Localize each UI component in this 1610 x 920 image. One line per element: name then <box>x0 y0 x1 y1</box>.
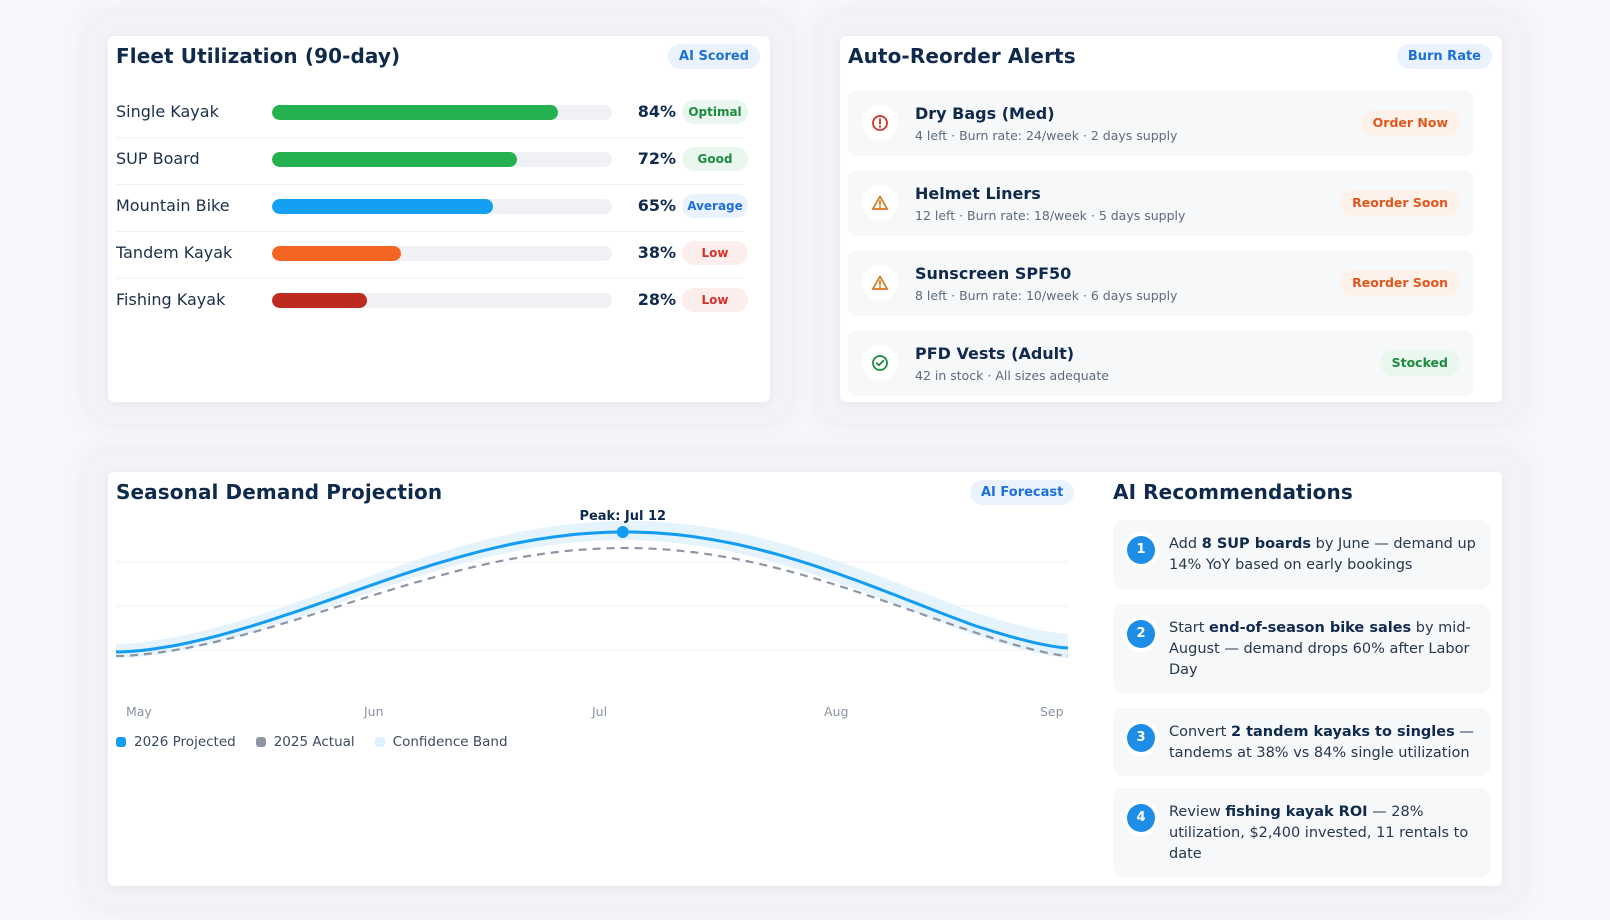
alert-item-name: Helmet Liners <box>915 184 1041 203</box>
alert-circle-icon <box>862 105 898 141</box>
utilization-fill <box>272 152 517 167</box>
utilization-percent: 72% <box>637 149 676 168</box>
x-axis-tick-label: Jun <box>364 704 384 719</box>
recommendation-text-highlight: end-of-season bike sales <box>1209 620 1412 636</box>
utilization-status-badge: Low <box>682 241 748 265</box>
alert-item-name: PFD Vests (Adult) <box>915 344 1075 363</box>
legend-projected-label: 2026 Projected <box>134 734 236 750</box>
recommendation-text: Start end-of-season bike sales by mid-Au… <box>1169 618 1479 681</box>
utilization-percent: 38% <box>637 243 676 262</box>
recommendation-number: 4 <box>1127 804 1155 832</box>
utilization-status-badge: Average <box>682 194 748 218</box>
alert-action-badge[interactable]: Order Now <box>1360 110 1460 136</box>
utilization-percent: 28% <box>637 290 676 309</box>
alert-item[interactable]: Sunscreen SPF50 8 left · Burn rate: 10/we… <box>848 250 1474 316</box>
recommendation-text-post: — 28% utilization, $2,400 invested, 11 r… <box>1169 804 1469 862</box>
recommendation-text-post: by mid-August — demand drops 60% after L… <box>1169 620 1471 678</box>
recommendation-text: Convert 2 tandem kayaks to singles — tan… <box>1169 722 1479 764</box>
alert-action-badge[interactable]: Reorder Soon <box>1340 270 1460 296</box>
equipment-name: Single Kayak <box>116 102 219 121</box>
recommendation-text-post: by June — demand up 14% YoY based on ear… <box>1169 536 1476 573</box>
recommendation-number: 3 <box>1127 724 1155 752</box>
recommendation-text-pre: Review <box>1169 804 1226 820</box>
recommendation-item[interactable]: 4 Review fishing kayak ROI — 28% utilizat… <box>1113 788 1491 878</box>
auto-reorder-card: Auto-Reorder Alerts Burn Rate Dry Bags (… <box>840 36 1502 402</box>
recommendation-text-post: — tandems at 38% vs 84% single utilizati… <box>1169 724 1474 761</box>
x-axis-tick-label: Jul <box>592 704 608 719</box>
alert-action-badge[interactable]: Reorder Soon <box>1340 190 1460 216</box>
alert-item[interactable]: Helmet Liners 12 left · Burn rate: 18/wee… <box>848 170 1474 236</box>
alert-item-name: Dry Bags (Med) <box>915 104 1055 123</box>
alert-item[interactable]: PFD Vests (Adult) 42 in stock · All sizes… <box>848 330 1474 396</box>
alert-action-badge[interactable]: Stocked <box>1379 350 1460 376</box>
legend-actual-swatch <box>255 737 266 747</box>
utilization-row: Tandem Kayak 38% Low <box>116 231 748 279</box>
x-axis-tick-label: May <box>126 704 152 719</box>
recommendation-text-highlight: 2 tandem kayaks to singles <box>1230 724 1455 740</box>
recommendation-item[interactable]: 3 Convert 2 tandem kayaks to singles — ta… <box>1113 708 1491 776</box>
recommendation-item[interactable]: 1 Add 8 SUP boards by June — demand up 14… <box>1113 520 1491 590</box>
equipment-name: Mountain Bike <box>116 196 230 215</box>
recommendation-number: 2 <box>1127 620 1155 648</box>
alert-item-name: Sunscreen SPF50 <box>915 264 1072 283</box>
chart-legend: 2026 Projected 2025 Actual Confidence Ba… <box>116 734 508 750</box>
alert-item-detail: 8 left · Burn rate: 10/week · 6 days sup… <box>915 288 1178 303</box>
x-axis-tick-label: Aug <box>824 704 849 719</box>
alert-item-detail: 12 left · Burn rate: 18/week · 5 days su… <box>915 208 1186 223</box>
utilization-track <box>272 246 612 261</box>
check-circle-icon <box>862 345 898 381</box>
auto-reorder-title: Auto-Reorder Alerts <box>848 44 1076 68</box>
recommendation-text: Review fishing kayak ROI — 28% utilizati… <box>1169 802 1479 865</box>
utilization-status-badge: Low <box>682 288 748 312</box>
utilization-row: SUP Board 72% Good <box>116 137 748 185</box>
utilization-track <box>272 199 612 214</box>
utilization-status-badge: Good <box>682 147 748 171</box>
recommendation-text-pre: Add <box>1169 536 1202 552</box>
utilization-row: Mountain Bike 65% Average <box>116 184 748 232</box>
warning-triangle-icon <box>862 265 898 301</box>
legend-band-label: Confidence Band <box>392 734 508 750</box>
utilization-track <box>272 105 612 120</box>
alert-item-detail: 42 in stock · All sizes adequate <box>915 368 1109 383</box>
recommendation-text-pre: Convert <box>1169 724 1231 740</box>
recommendation-text-highlight: fishing kayak ROI <box>1225 804 1368 820</box>
recommendation-text-pre: Start <box>1169 620 1210 636</box>
utilization-track <box>272 293 612 308</box>
utilization-percent: 84% <box>637 102 676 121</box>
legend-band-swatch <box>374 737 385 747</box>
fleet-utilization-title: Fleet Utilization (90-day) <box>116 44 401 68</box>
recommendations-title: AI Recommendations <box>1113 480 1353 504</box>
legend-actual: 2025 Actual <box>255 734 355 750</box>
utilization-fill <box>272 246 402 261</box>
legend-actual-label: 2025 Actual <box>273 734 355 750</box>
utilization-fill <box>272 293 368 308</box>
warning-triangle-icon <box>862 185 898 221</box>
fleet-utilization-card: Fleet Utilization (90-day) AI Scored Sin… <box>108 36 770 402</box>
legend-projected-swatch <box>116 737 126 747</box>
burn-rate-badge: Burn Rate <box>1396 44 1492 69</box>
equipment-name: SUP Board <box>116 149 200 168</box>
alert-item[interactable]: Dry Bags (Med) 4 left · Burn rate: 24/wee… <box>848 90 1474 156</box>
equipment-name: Fishing Kayak <box>116 290 226 309</box>
x-axis-tick-label: Sep <box>1040 704 1064 719</box>
equipment-name: Tandem Kayak <box>116 243 233 262</box>
ai-forecast-badge: AI Forecast <box>970 480 1075 505</box>
utilization-status-badge: Optimal <box>682 100 748 124</box>
ai-scored-badge: AI Scored <box>668 44 760 69</box>
legend-projected: 2026 Projected <box>116 734 236 750</box>
legend-band: Confidence Band <box>374 734 508 750</box>
recommendation-text: Add 8 SUP boards by June — demand up 14%… <box>1169 534 1479 576</box>
utilization-fill <box>272 199 493 214</box>
utilization-row: Single Kayak 84% Optimal <box>116 90 748 138</box>
utilization-row: Fishing Kayak 28% Low <box>116 278 748 326</box>
demand-title: Seasonal Demand Projection <box>116 480 443 504</box>
recommendation-text-highlight: 8 SUP boards <box>1201 536 1312 552</box>
alert-item-detail: 4 left · Burn rate: 24/week · 2 days sup… <box>915 128 1178 143</box>
recommendation-number: 1 <box>1127 536 1155 564</box>
utilization-track <box>272 152 612 167</box>
recommendation-item[interactable]: 2 Start end-of-season bike sales by mid-A… <box>1113 604 1491 694</box>
utilization-fill <box>272 105 558 120</box>
utilization-percent: 65% <box>637 196 676 215</box>
